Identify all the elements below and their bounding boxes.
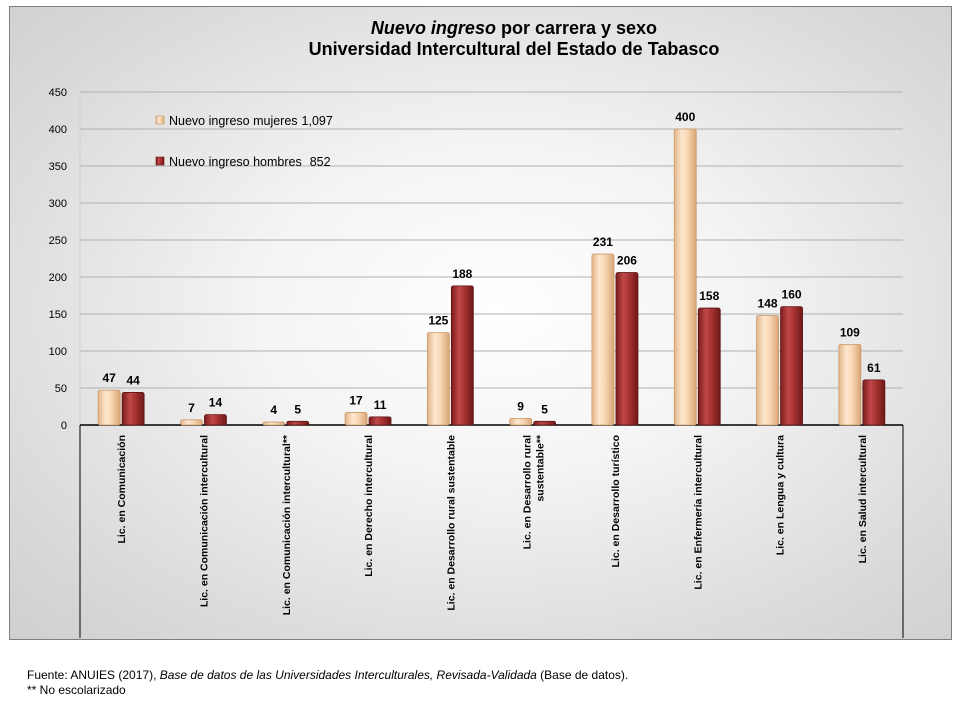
bar-hombres bbox=[697, 307, 721, 426]
category-label: Lic. en Comunicación intercultural** bbox=[281, 434, 293, 615]
bar-hombres bbox=[121, 392, 145, 426]
data-label-hombres: 14 bbox=[209, 396, 223, 410]
data-label-mujeres: 7 bbox=[188, 401, 195, 415]
legend-swatch-hombres bbox=[155, 156, 165, 166]
bar-mujeres bbox=[97, 389, 121, 426]
y-tick-label: 300 bbox=[49, 198, 67, 210]
bar-hombres bbox=[780, 306, 803, 426]
data-label-hombres: 158 bbox=[699, 289, 719, 303]
source-line: Fuente: ANUIES (2017), Base de datos de … bbox=[27, 668, 628, 683]
data-label-mujeres: 148 bbox=[758, 296, 778, 310]
category-label: Lic. en Comunicación intercultural bbox=[198, 435, 210, 607]
data-label-mujeres: 4 bbox=[270, 403, 277, 417]
bar-hombres bbox=[615, 272, 639, 426]
data-label-mujeres: 125 bbox=[428, 314, 448, 328]
chart-title-line2: Universidad Intercultural del Estado de … bbox=[309, 39, 720, 59]
data-label-hombres: 188 bbox=[452, 267, 472, 281]
bar-hombres bbox=[286, 420, 310, 426]
category-label: Lic. en Enfermería intercultural bbox=[692, 435, 704, 590]
source-prefix: Fuente: ANUIES (2017), bbox=[27, 668, 160, 682]
data-label-hombres: 11 bbox=[374, 398, 387, 412]
bar-mujeres bbox=[344, 412, 368, 426]
data-label-hombres: 44 bbox=[126, 373, 140, 387]
chart-svg: Nuevo ingreso por carrera y sexoUniversi… bbox=[49, 18, 904, 638]
bar-mujeres bbox=[591, 253, 615, 426]
bar-hombres bbox=[533, 420, 557, 426]
chart-title-rest: por carrera y sexo bbox=[496, 18, 657, 38]
y-tick-label: 200 bbox=[49, 272, 67, 284]
data-label-mujeres: 109 bbox=[840, 325, 860, 339]
data-label-mujeres: 9 bbox=[517, 399, 524, 413]
legend-label-mujeres: Nuevo ingreso mujeres 1,097 bbox=[169, 114, 333, 128]
category-label: Lic. en Comunicación bbox=[116, 435, 128, 544]
footer: Fuente: ANUIES (2017), Base de datos de … bbox=[27, 668, 628, 698]
category-label-line: Lic. en Desarrollo rural bbox=[522, 435, 534, 549]
source-suffix: (Base de datos). bbox=[536, 668, 629, 682]
chart-title-italic: Nuevo ingreso bbox=[371, 18, 496, 38]
y-tick-label: 0 bbox=[61, 420, 67, 432]
category-label: Lic. en Salud intercultural bbox=[857, 435, 869, 563]
data-label-mujeres: 17 bbox=[349, 393, 363, 407]
legend-series-name: Nuevo ingreso mujeres bbox=[169, 114, 298, 128]
category-label: Lic. en Lengua y cultura bbox=[775, 435, 787, 555]
category-label: Lic. en Desarrollo rural sustentable bbox=[445, 435, 457, 611]
y-tick-label: 50 bbox=[55, 383, 67, 395]
bar-hombres bbox=[368, 416, 392, 426]
data-label-hombres: 206 bbox=[617, 254, 637, 268]
legend-label-hombres: Nuevo ingreso hombres 852 bbox=[169, 155, 331, 169]
legend-series-total: 1,097 bbox=[302, 114, 333, 128]
bar-hombres bbox=[862, 379, 886, 426]
data-label-mujeres: 231 bbox=[593, 235, 613, 249]
bar-hombres bbox=[204, 414, 227, 426]
legend-swatch-mujeres bbox=[155, 115, 165, 125]
data-label-hombres: 160 bbox=[782, 288, 802, 302]
data-label-hombres: 61 bbox=[867, 361, 881, 375]
category-label: Lic. en Desarrollo turístico bbox=[610, 435, 622, 567]
source-italic: Base de datos de las Universidades Inter… bbox=[159, 668, 537, 682]
bar-mujeres bbox=[756, 315, 779, 426]
bar-mujeres bbox=[262, 421, 286, 426]
data-label-mujeres: 47 bbox=[102, 371, 116, 385]
y-tick-label: 400 bbox=[49, 124, 67, 136]
bar-mujeres bbox=[426, 332, 450, 426]
chart-title-line1: Nuevo ingreso por carrera y sexo bbox=[371, 18, 657, 38]
y-tick-label: 250 bbox=[49, 235, 67, 247]
data-label-hombres: 5 bbox=[294, 402, 301, 416]
bar-mujeres bbox=[838, 343, 862, 426]
bar-mujeres bbox=[673, 128, 697, 426]
bar-mujeres bbox=[509, 417, 533, 426]
category-label: Lic. en Derecho intercultural bbox=[363, 435, 375, 577]
footnote: ** No escolarizado bbox=[27, 683, 126, 697]
legend-series-name: Nuevo ingreso hombres bbox=[169, 155, 302, 169]
category-label-line: sustentable** bbox=[535, 434, 547, 501]
y-tick-label: 150 bbox=[49, 309, 67, 321]
y-tick-label: 450 bbox=[49, 87, 67, 99]
data-label-mujeres: 400 bbox=[675, 110, 695, 124]
bar-hombres bbox=[450, 285, 474, 426]
y-tick-label: 350 bbox=[49, 161, 67, 173]
data-label-hombres: 5 bbox=[541, 402, 548, 416]
category-label: Lic. en Desarrollo ruralsustentable** bbox=[522, 434, 547, 549]
legend-series-total: 852 bbox=[310, 155, 331, 169]
bar-mujeres bbox=[180, 419, 203, 426]
y-tick-label: 100 bbox=[49, 346, 67, 358]
